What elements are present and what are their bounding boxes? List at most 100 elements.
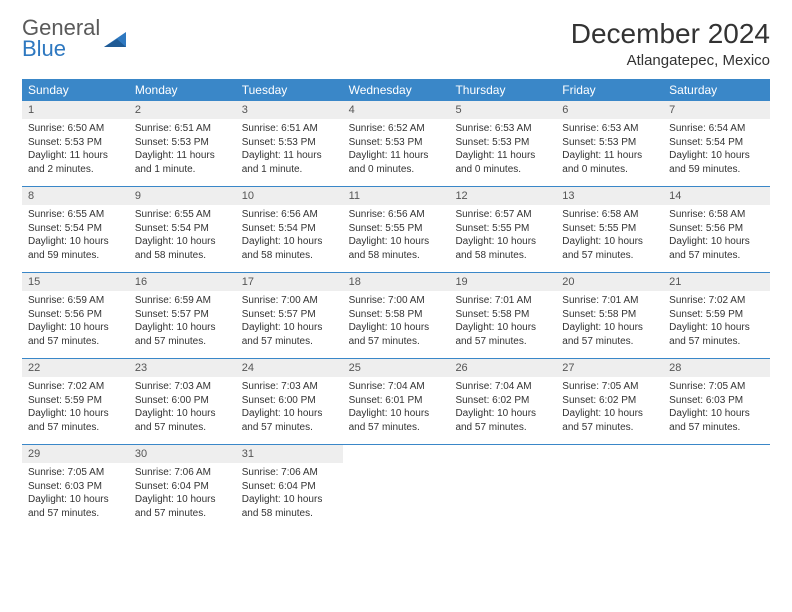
weekday-tuesday: Tuesday xyxy=(236,79,343,101)
day-cell: 15Sunrise: 6:59 AMSunset: 5:56 PMDayligh… xyxy=(22,273,129,358)
title-month: December 2024 xyxy=(571,18,770,50)
sunrise-text: Sunrise: 6:56 AM xyxy=(349,208,444,222)
day-cell: 11Sunrise: 6:56 AMSunset: 5:55 PMDayligh… xyxy=(343,187,450,272)
weekday-header: Sunday Monday Tuesday Wednesday Thursday… xyxy=(22,79,770,101)
calendar-page: General Blue December 2024 Atlangatepec,… xyxy=(0,0,792,549)
day-number: 11 xyxy=(343,187,450,205)
sunrise-text: Sunrise: 6:58 AM xyxy=(562,208,657,222)
sunset-text: Sunset: 6:04 PM xyxy=(242,480,337,494)
daylight-text: Daylight: 10 hours and 58 minutes. xyxy=(349,235,444,262)
day-cell: 7Sunrise: 6:54 AMSunset: 5:54 PMDaylight… xyxy=(663,101,770,186)
daylight-text: Daylight: 10 hours and 57 minutes. xyxy=(349,321,444,348)
day-cell: 20Sunrise: 7:01 AMSunset: 5:58 PMDayligh… xyxy=(556,273,663,358)
sunset-text: Sunset: 6:04 PM xyxy=(135,480,230,494)
sunset-text: Sunset: 5:56 PM xyxy=(28,308,123,322)
day-body: Sunrise: 6:54 AMSunset: 5:54 PMDaylight:… xyxy=(663,119,770,181)
sunset-text: Sunset: 5:54 PM xyxy=(669,136,764,150)
weekday-thursday: Thursday xyxy=(449,79,556,101)
day-cell: 22Sunrise: 7:02 AMSunset: 5:59 PMDayligh… xyxy=(22,359,129,444)
logo: General Blue xyxy=(22,18,130,60)
daylight-text: Daylight: 10 hours and 57 minutes. xyxy=(562,235,657,262)
daylight-text: Daylight: 10 hours and 57 minutes. xyxy=(669,407,764,434)
daylight-text: Daylight: 10 hours and 57 minutes. xyxy=(135,321,230,348)
sunrise-text: Sunrise: 6:53 AM xyxy=(455,122,550,136)
day-cell: 12Sunrise: 6:57 AMSunset: 5:55 PMDayligh… xyxy=(449,187,556,272)
sunset-text: Sunset: 5:53 PM xyxy=(135,136,230,150)
daylight-text: Daylight: 11 hours and 0 minutes. xyxy=(349,149,444,176)
day-number: 17 xyxy=(236,273,343,291)
day-cell xyxy=(556,445,663,531)
day-body: Sunrise: 6:56 AMSunset: 5:54 PMDaylight:… xyxy=(236,205,343,267)
sunrise-text: Sunrise: 6:50 AM xyxy=(28,122,123,136)
week-row: 1Sunrise: 6:50 AMSunset: 5:53 PMDaylight… xyxy=(22,101,770,187)
day-number: 28 xyxy=(663,359,770,377)
weekday-saturday: Saturday xyxy=(663,79,770,101)
sunset-text: Sunset: 5:53 PM xyxy=(28,136,123,150)
weekday-sunday: Sunday xyxy=(22,79,129,101)
day-cell: 10Sunrise: 6:56 AMSunset: 5:54 PMDayligh… xyxy=(236,187,343,272)
sunset-text: Sunset: 5:58 PM xyxy=(562,308,657,322)
logo-line2: Blue xyxy=(22,39,100,60)
sunset-text: Sunset: 5:59 PM xyxy=(669,308,764,322)
sunrise-text: Sunrise: 7:05 AM xyxy=(669,380,764,394)
day-number: 25 xyxy=(343,359,450,377)
sunrise-text: Sunrise: 7:00 AM xyxy=(349,294,444,308)
daylight-text: Daylight: 10 hours and 57 minutes. xyxy=(135,407,230,434)
day-cell: 19Sunrise: 7:01 AMSunset: 5:58 PMDayligh… xyxy=(449,273,556,358)
day-cell: 24Sunrise: 7:03 AMSunset: 6:00 PMDayligh… xyxy=(236,359,343,444)
daylight-text: Daylight: 11 hours and 2 minutes. xyxy=(28,149,123,176)
sunset-text: Sunset: 5:53 PM xyxy=(349,136,444,150)
day-cell: 3Sunrise: 6:51 AMSunset: 5:53 PMDaylight… xyxy=(236,101,343,186)
logo-text: General Blue xyxy=(22,18,100,60)
sunrise-text: Sunrise: 7:03 AM xyxy=(242,380,337,394)
day-number: 22 xyxy=(22,359,129,377)
day-body: Sunrise: 7:02 AMSunset: 5:59 PMDaylight:… xyxy=(22,377,129,439)
day-body: Sunrise: 6:55 AMSunset: 5:54 PMDaylight:… xyxy=(129,205,236,267)
day-body: Sunrise: 7:04 AMSunset: 6:02 PMDaylight:… xyxy=(449,377,556,439)
day-body: Sunrise: 7:05 AMSunset: 6:03 PMDaylight:… xyxy=(663,377,770,439)
daylight-text: Daylight: 10 hours and 57 minutes. xyxy=(28,493,123,520)
daylight-text: Daylight: 10 hours and 58 minutes. xyxy=(135,235,230,262)
day-number: 23 xyxy=(129,359,236,377)
sunset-text: Sunset: 6:01 PM xyxy=(349,394,444,408)
sunrise-text: Sunrise: 7:05 AM xyxy=(28,466,123,480)
day-body: Sunrise: 6:56 AMSunset: 5:55 PMDaylight:… xyxy=(343,205,450,267)
sunset-text: Sunset: 5:53 PM xyxy=(562,136,657,150)
day-cell: 27Sunrise: 7:05 AMSunset: 6:02 PMDayligh… xyxy=(556,359,663,444)
day-body: Sunrise: 6:51 AMSunset: 5:53 PMDaylight:… xyxy=(129,119,236,181)
day-body: Sunrise: 7:04 AMSunset: 6:01 PMDaylight:… xyxy=(343,377,450,439)
daylight-text: Daylight: 10 hours and 57 minutes. xyxy=(28,407,123,434)
daylight-text: Daylight: 10 hours and 57 minutes. xyxy=(455,321,550,348)
day-cell: 31Sunrise: 7:06 AMSunset: 6:04 PMDayligh… xyxy=(236,445,343,531)
day-cell: 23Sunrise: 7:03 AMSunset: 6:00 PMDayligh… xyxy=(129,359,236,444)
day-cell: 21Sunrise: 7:02 AMSunset: 5:59 PMDayligh… xyxy=(663,273,770,358)
daylight-text: Daylight: 11 hours and 0 minutes. xyxy=(455,149,550,176)
sunrise-text: Sunrise: 6:55 AM xyxy=(135,208,230,222)
day-cell: 6Sunrise: 6:53 AMSunset: 5:53 PMDaylight… xyxy=(556,101,663,186)
daylight-text: Daylight: 10 hours and 57 minutes. xyxy=(242,407,337,434)
day-cell: 14Sunrise: 6:58 AMSunset: 5:56 PMDayligh… xyxy=(663,187,770,272)
day-body: Sunrise: 6:55 AMSunset: 5:54 PMDaylight:… xyxy=(22,205,129,267)
sunrise-text: Sunrise: 6:59 AM xyxy=(28,294,123,308)
sunset-text: Sunset: 6:02 PM xyxy=(455,394,550,408)
day-number: 1 xyxy=(22,101,129,119)
day-number: 9 xyxy=(129,187,236,205)
day-body: Sunrise: 6:57 AMSunset: 5:55 PMDaylight:… xyxy=(449,205,556,267)
daylight-text: Daylight: 11 hours and 1 minute. xyxy=(242,149,337,176)
sunrise-text: Sunrise: 7:02 AM xyxy=(669,294,764,308)
day-body: Sunrise: 6:53 AMSunset: 5:53 PMDaylight:… xyxy=(556,119,663,181)
daylight-text: Daylight: 10 hours and 58 minutes. xyxy=(455,235,550,262)
sunrise-text: Sunrise: 6:56 AM xyxy=(242,208,337,222)
sunrise-text: Sunrise: 6:59 AM xyxy=(135,294,230,308)
sunset-text: Sunset: 5:54 PM xyxy=(28,222,123,236)
sunrise-text: Sunrise: 6:54 AM xyxy=(669,122,764,136)
daylight-text: Daylight: 10 hours and 57 minutes. xyxy=(562,321,657,348)
day-number: 21 xyxy=(663,273,770,291)
daylight-text: Daylight: 10 hours and 58 minutes. xyxy=(242,235,337,262)
day-number: 5 xyxy=(449,101,556,119)
day-cell: 9Sunrise: 6:55 AMSunset: 5:54 PMDaylight… xyxy=(129,187,236,272)
sunrise-text: Sunrise: 6:58 AM xyxy=(669,208,764,222)
day-cell: 4Sunrise: 6:52 AMSunset: 5:53 PMDaylight… xyxy=(343,101,450,186)
day-cell: 30Sunrise: 7:06 AMSunset: 6:04 PMDayligh… xyxy=(129,445,236,531)
sunrise-text: Sunrise: 7:00 AM xyxy=(242,294,337,308)
